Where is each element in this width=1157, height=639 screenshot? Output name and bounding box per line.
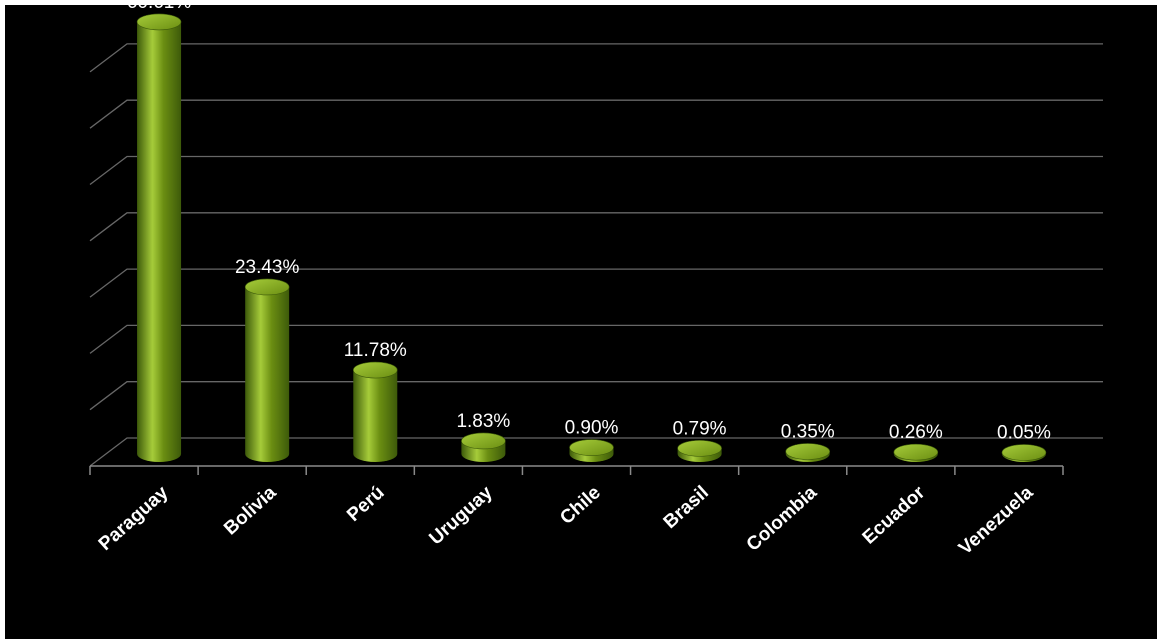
bar-body <box>137 21 182 462</box>
x-axis <box>89 465 1064 475</box>
data-label: 11.78% <box>344 340 407 361</box>
data-labels: 60.61% 23.43% 11.78% 1.83% 0.90% 0.79% 0.35% 0.… <box>127 0 1051 444</box>
bar <box>677 440 722 462</box>
bar-body <box>245 286 290 462</box>
gridline <box>89 437 1103 467</box>
gridline <box>89 212 1103 242</box>
bar-cap <box>677 440 722 457</box>
bar <box>1001 444 1047 462</box>
data-label: 0.79% <box>673 418 727 439</box>
data-label: 0.90% <box>565 418 619 439</box>
bar-cap <box>1001 444 1047 461</box>
data-label: 60.61% <box>127 0 192 13</box>
data-label: 1.83% <box>456 411 510 432</box>
bar-body <box>353 370 398 462</box>
bar <box>136 13 182 462</box>
gridline <box>89 155 1103 186</box>
bar-cap <box>136 13 182 31</box>
bar-cap <box>461 432 506 450</box>
bars <box>136 13 1047 462</box>
gridline <box>89 268 1103 298</box>
bar <box>244 278 290 462</box>
gridline <box>89 99 1103 129</box>
data-label: 0.35% <box>781 422 835 443</box>
chart-background <box>5 5 1157 639</box>
gridline <box>89 381 1103 411</box>
bar <box>352 361 398 462</box>
bar-cap <box>893 443 939 461</box>
data-label: 0.05% <box>997 423 1051 444</box>
bar <box>893 443 939 462</box>
data-label: 0.26% <box>889 422 943 443</box>
gridline <box>89 43 1103 73</box>
gridlines <box>89 43 1103 467</box>
bar <box>569 439 614 462</box>
bar <box>461 432 506 462</box>
bar-cap <box>785 443 831 460</box>
data-label: 23.43% <box>235 257 300 278</box>
bar <box>785 443 831 462</box>
bar-cap <box>352 361 398 379</box>
bar-cap <box>569 439 614 456</box>
gridline <box>89 324 1103 354</box>
bar-cap <box>244 278 290 296</box>
